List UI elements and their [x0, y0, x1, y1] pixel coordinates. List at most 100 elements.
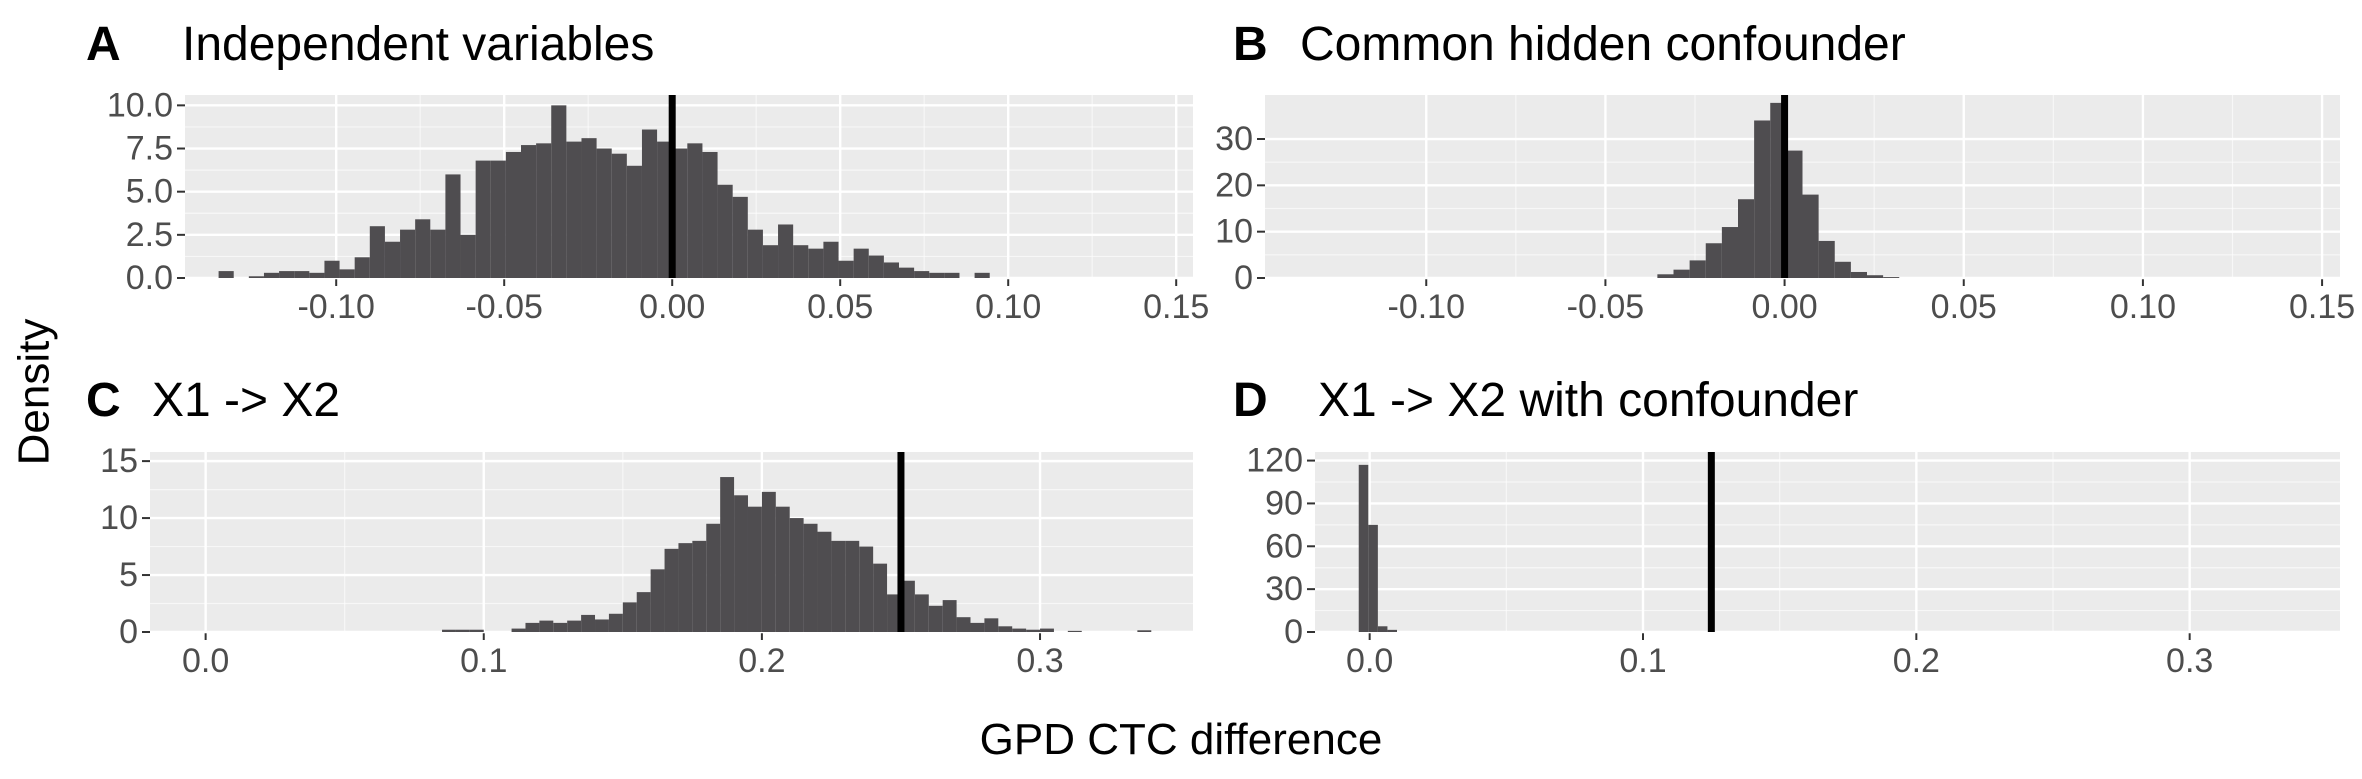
panel-c-histogram-bar [664, 548, 679, 632]
panel-a-histogram-bar [324, 260, 340, 278]
panel-a-xtick-label: -0.05 [465, 288, 543, 326]
panel-a-histogram-bar [339, 269, 355, 278]
panel-c-histogram-bar [998, 626, 1013, 632]
x-axis-label: GPD CTC difference [979, 715, 1383, 764]
panel-d-background [1315, 452, 2340, 632]
panel-a-histogram-bar [596, 148, 612, 278]
panel-a-histogram-bar [505, 151, 521, 278]
panel-c-xtick-label: 0.3 [1016, 642, 1063, 680]
panel-c-histogram-bar [455, 629, 470, 632]
panel-a-histogram-bar [853, 248, 869, 278]
panel-a-histogram-bar [914, 271, 930, 278]
panel-a-histogram-bar [793, 245, 809, 278]
panel-c-histogram-bar [956, 617, 971, 632]
panel-c-letter: C [86, 374, 121, 427]
panel-c-histogram-bar [720, 477, 735, 632]
panel-c-histogram-bar [678, 543, 693, 632]
panel-a-histogram-bar [248, 276, 264, 278]
panel-d-title: X1 -> X2 with confounder [1318, 374, 1858, 427]
panel-b-ytick-label: 0 [1234, 259, 1253, 297]
panel-a-histogram-bar [838, 260, 854, 278]
panel-a-histogram-bar [536, 143, 552, 278]
panel-c-histogram-bar [608, 613, 623, 632]
panel-d-ytick-label: 30 [1265, 570, 1303, 608]
panel-c-histogram-bar [567, 620, 582, 632]
panel-c-histogram-bar [831, 540, 846, 632]
panel-c-histogram-bar [636, 592, 651, 632]
panel-c-ytick-label: 0 [119, 613, 138, 651]
panel-d-histogram-bar [1368, 524, 1378, 632]
panel-a-histogram-bar [883, 262, 899, 278]
panel-b-histogram-bar [1673, 269, 1690, 278]
panel-b-histogram-bar [1721, 227, 1738, 278]
panel-c-xtick-label: 0.2 [738, 642, 785, 680]
panel-a-histogram-bar [354, 257, 370, 278]
panel-a-xtick-label: 0.15 [1143, 288, 1209, 326]
panel-b-histogram-bar [1705, 243, 1722, 278]
panel-a-histogram-bar [294, 271, 310, 278]
panel-c-histogram-bar [1012, 628, 1027, 632]
panel-a-histogram-bar [929, 272, 945, 278]
panel-d-plot-area: 0.0 0.1 0.2 0.3 0 30 60 90 120 [1246, 442, 2340, 680]
panel-b-plot-area: -0.10 -0.05 0.00 0.05 0.10 0.15 0 10 20 30 [1215, 95, 2355, 326]
panel-a-title: Independent variables [182, 18, 654, 71]
panel-c-svg: C X1 -> X2 0.0 0.1 0.2 0.3 0 5 10 15 [86, 374, 1193, 680]
panel-a-histogram-bar [641, 129, 658, 278]
panel-a-histogram-bar [611, 153, 627, 278]
panel-c-ytick-label: 5 [119, 556, 138, 594]
panel-c-ytick-label: 15 [100, 442, 138, 480]
panel-a-histogram-bar [899, 267, 915, 278]
panel-b-ytick-label: 10 [1215, 213, 1253, 251]
panel-d-ytick-label: 90 [1265, 484, 1303, 522]
panel-d-ytick-label: 0 [1284, 613, 1303, 651]
panel-d-ytick-label: 60 [1265, 527, 1303, 565]
panel-a-histogram-bar [475, 160, 491, 278]
panel-c-histogram-bar [970, 622, 985, 632]
panel-a-histogram-bar [672, 148, 688, 278]
panel-d-histogram-bar [1377, 626, 1388, 632]
panel-c-histogram-bar [650, 569, 665, 632]
panel-a-histogram-bar [309, 272, 325, 278]
panel-a-histogram-bar [868, 255, 884, 278]
panel-a-histogram-bar [490, 160, 506, 278]
panel-a-histogram-bar [384, 241, 401, 278]
panel-b-ytick-label: 20 [1215, 166, 1253, 204]
panel-c-histogram-bar [775, 506, 790, 632]
panel-c-histogram-bar [859, 546, 874, 632]
panel-d-histogram-bar [1387, 629, 1397, 632]
panel-c-histogram-bar [928, 605, 943, 632]
panel-a-ytick-label: 7.5 [126, 130, 173, 168]
panel-d-letter: D [1233, 374, 1268, 427]
panel-b-xtick-label: 0.10 [2110, 288, 2176, 326]
panel-a-histogram-bar [263, 272, 280, 278]
panel-c-histogram-bar [511, 628, 526, 632]
panel-b-histogram-bar [1786, 150, 1803, 278]
panel-a-ytick-label: 2.5 [126, 216, 173, 254]
panel-a-ytick-label: 5.0 [126, 173, 173, 211]
panel-a-histogram-bar [430, 229, 446, 278]
panel-b-ytick-label: 30 [1215, 120, 1253, 158]
panel-b-histogram-bar [1657, 274, 1674, 278]
panel-b-xtick-label: 0.15 [2289, 288, 2355, 326]
panel-c-histogram-bar [553, 622, 568, 632]
panel-a-histogram-bar [732, 196, 748, 278]
panel-a-xtick-label: 0.10 [975, 288, 1041, 326]
panel-b-xtick-label: -0.05 [1567, 288, 1645, 326]
panel-b-title: Common hidden confounder [1300, 18, 1906, 71]
panel-a-histogram-bar [566, 141, 582, 278]
panel-c-histogram-bar [1040, 628, 1054, 632]
panel-c-histogram-bar [692, 540, 707, 632]
panel-c-histogram-bar [942, 600, 957, 632]
panel-c-xtick-label: 0.1 [460, 642, 507, 680]
panel-b-histogram-bar [1754, 120, 1771, 278]
panel-c-histogram-bar [803, 523, 818, 632]
panel-a-xtick-label: 0.00 [639, 288, 705, 326]
panel-d-ytick-label: 120 [1246, 442, 1303, 480]
panel-c-histogram-bar [595, 619, 609, 632]
panel-a-histogram-bar [445, 174, 461, 278]
panel-b-histogram-bar [1850, 271, 1867, 278]
panel-a-ytick-label: 10.0 [107, 86, 173, 124]
panel-c-ytick-label: 10 [100, 499, 138, 537]
panel-a-histogram-bar [944, 272, 960, 278]
panel-b-histogram-bar [1867, 275, 1884, 278]
